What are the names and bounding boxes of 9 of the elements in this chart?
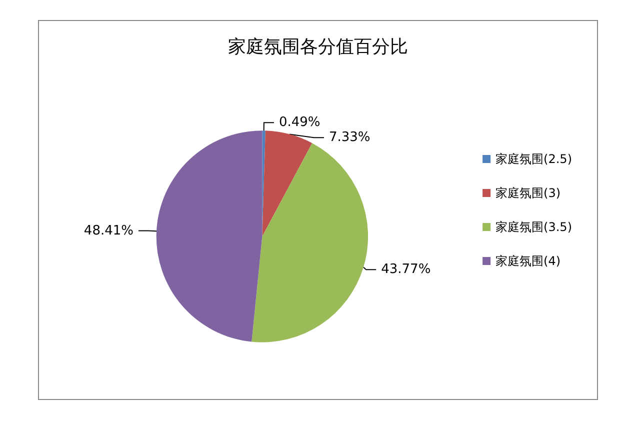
data-label: 48.41% (84, 223, 134, 238)
data-label: 7.33% (328, 130, 370, 146)
legend-label: 家庭氛围(3) (496, 186, 561, 200)
data-label: 0.49% (278, 115, 320, 130)
legend-label: 家庭氛围(2.5) (496, 152, 572, 166)
data-label: 43.77% (381, 262, 431, 278)
legend-label: 家庭氛围(3.5) (496, 220, 572, 234)
chart-title: 家庭氛围各分值百分比 (228, 36, 408, 58)
legend-label: 家庭氛围(4) (496, 254, 561, 268)
